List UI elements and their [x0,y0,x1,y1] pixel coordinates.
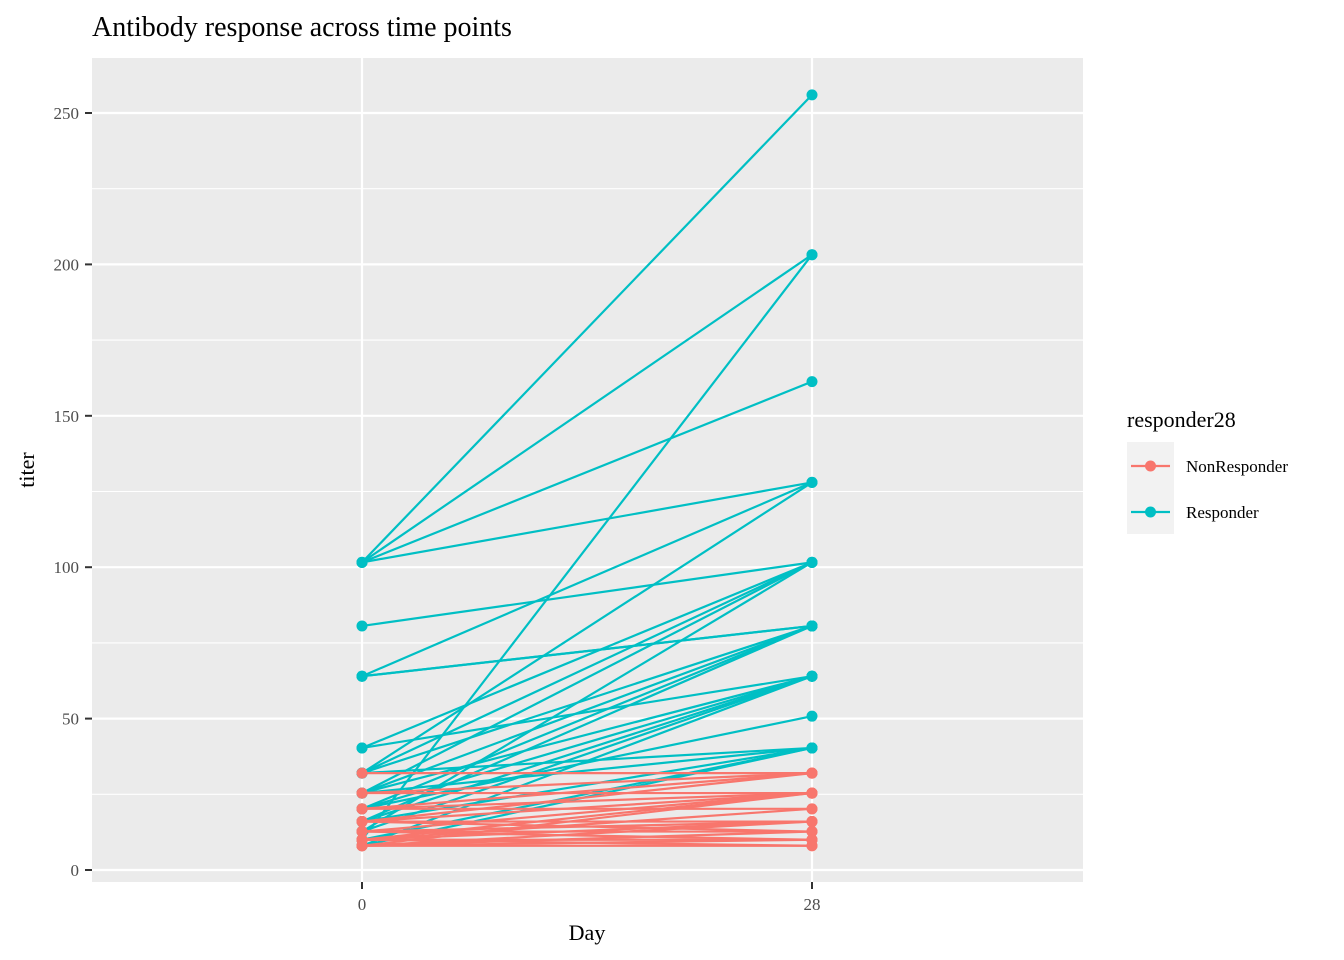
legend-key-background [1127,442,1174,534]
series-line [361,481,813,775]
data-point-day0 [356,816,368,828]
series-line [361,481,813,564]
series-line [361,791,813,810]
y-axis: 0 50 100 150 200 250 [54,104,92,880]
series-line [361,675,813,750]
series-line [361,624,813,678]
series-line [361,820,813,847]
data-point-day0 [356,787,368,799]
legend-key-point [1145,460,1156,472]
series-line [361,561,813,795]
series-line [361,254,813,841]
data-point-day28 [806,556,818,568]
series-line [361,624,813,810]
legend-label: Responder [1186,503,1259,522]
series-line [361,791,813,833]
data-point-day0 [356,840,368,852]
data-point-day0 [356,620,368,632]
series-line [361,253,813,564]
legend-label: NonResponder [1186,457,1288,476]
data-point-day0 [356,742,368,754]
series-line [361,561,813,628]
legend-key-point [1145,506,1156,518]
series-line [361,807,813,841]
data-point-day28 [806,620,818,632]
y-tick-label: 150 [54,407,80,426]
series-line [361,481,813,678]
data-point-day28 [806,767,818,779]
data-point-day0 [356,767,368,779]
data-point-day0 [356,803,368,815]
data-point-day0 [356,556,368,568]
data-point-day0 [356,826,368,838]
y-tick-label: 50 [62,710,79,729]
series-line [361,791,813,847]
series-line [361,772,813,810]
data-point-day28 [806,816,818,828]
y-tick-label: 200 [54,255,80,274]
data-point-day28 [806,834,818,846]
data-point-day28 [806,476,818,488]
data-point-day28 [806,710,818,722]
series-line [361,830,813,847]
y-tick-label: 0 [71,861,80,880]
series-line [361,624,813,795]
series-layer [356,89,818,852]
data-point-day28 [806,670,818,682]
series-line [361,380,813,564]
series-nonresponder [356,767,818,852]
data-point-day28 [806,376,818,388]
series-line [361,838,813,847]
series-line [361,675,813,823]
data-point-day28 [806,826,818,838]
series-line [361,772,813,795]
series-line [361,791,813,823]
series-line [361,561,813,749]
series-line [361,820,813,833]
x-tick-label: 0 [358,895,367,914]
data-point-day28 [806,89,818,101]
y-tick-label: 250 [54,104,80,123]
x-axis: 0 28 [358,882,821,914]
y-axis-title: titer [14,452,39,488]
data-point-day28 [806,249,818,261]
x-axis-title: Day [569,920,606,945]
data-point-day28 [806,787,818,799]
y-tick-label: 100 [54,558,80,577]
series-line [361,772,813,823]
data-point-day28 [806,742,818,754]
legend-title: responder28 [1127,407,1236,432]
series-line [361,94,813,564]
legend-entries: NonResponder Responder [1131,457,1288,522]
series-line [361,624,813,775]
grid-minor [92,188,1083,795]
series-line [361,561,813,833]
legend: responder28 NonResponder Responder [1127,407,1288,534]
series-line [361,561,813,775]
data-point-day28 [806,803,818,815]
chart-title: Antibody response across time points [92,12,512,43]
x-tick-label: 28 [804,895,821,914]
plot-panel [92,58,1083,882]
data-point-day0 [356,670,368,682]
